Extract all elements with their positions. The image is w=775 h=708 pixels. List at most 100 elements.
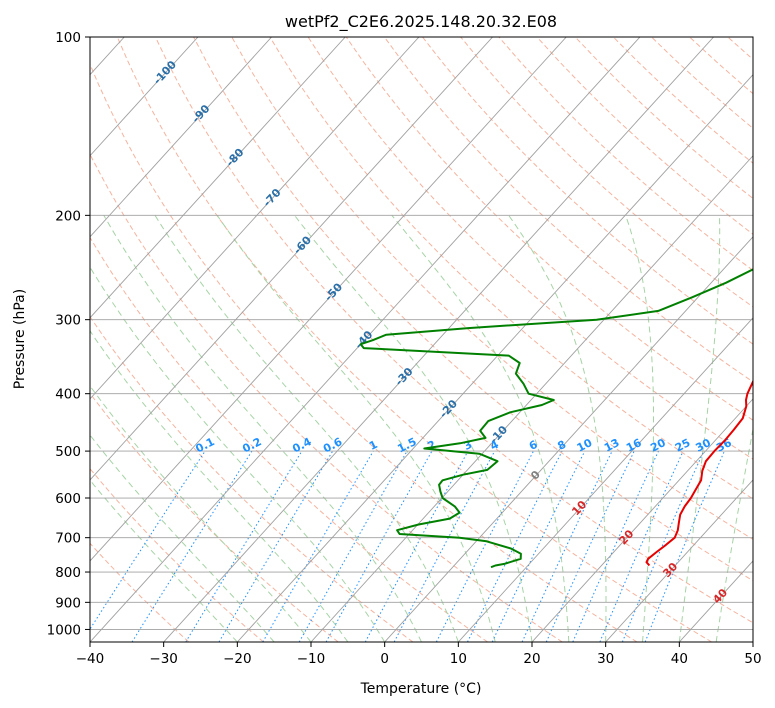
mixing-ratio-label: 0.2 [240, 435, 263, 455]
x-axis-label: Temperature (°C) [360, 681, 482, 697]
dry-adiabat [90, 467, 264, 642]
moist-adiabat [90, 266, 386, 642]
x-tick-label: 30 [597, 651, 614, 667]
y-axis-ticks: 100 200 300 400 500 600 700 800 900 1000 [47, 30, 90, 638]
x-tick-label: −40 [76, 651, 105, 667]
mixing-ratio-label: 1.5 [395, 435, 418, 455]
mixing-ratio-label: 0.4 [290, 435, 314, 456]
dry-adiabat [727, 37, 753, 61]
isotherm-line [384, 236, 753, 642]
mixing-ratio-label: 2 [425, 438, 438, 453]
x-tick-label: 20 [523, 651, 540, 667]
mixing-ratio-line [131, 450, 253, 642]
mixing-ratio-line [621, 450, 705, 642]
x-tick-label: 50 [744, 651, 761, 667]
temperature-profile-line [645, 379, 753, 567]
isotherm-line [90, 37, 420, 400]
mixing-ratio-line [467, 450, 563, 642]
isotherm-line [679, 560, 753, 642]
y-tick-label: 800 [55, 565, 81, 581]
dry-adiabat [116, 37, 712, 642]
dry-adiabat [612, 37, 753, 164]
plot-frame [89, 36, 754, 643]
mixing-ratio-line [644, 450, 725, 642]
dry-adiabat [231, 37, 753, 540]
x-tick-label: 10 [450, 651, 467, 667]
moist-adiabat [625, 215, 654, 642]
isotherm-line [90, 37, 567, 562]
dry-adiabat [90, 236, 488, 642]
plot-area: -100-90-80-70-60-50-40-30-20-10010203040… [90, 37, 753, 642]
mixing-ratio-label: 10 [575, 436, 595, 455]
mixing-ratio-label: 0.1 [193, 435, 216, 455]
y-tick-label: 100 [55, 30, 81, 46]
y-tick-label: 200 [55, 208, 81, 224]
dry-adiabat [422, 37, 753, 345]
x-tick-label: 0 [380, 651, 389, 667]
dry-adiabat [90, 153, 563, 642]
mixing-ratio-label: 36 [714, 436, 734, 455]
dewpoint-profile-line [359, 268, 753, 569]
mixing-ratio-label: 8 [555, 438, 568, 453]
isotherm-line [605, 479, 753, 642]
isotherm-line [90, 37, 493, 481]
dry-adiabat [193, 37, 753, 582]
moist-adiabat [90, 434, 275, 642]
x-tick-label: −20 [223, 651, 252, 667]
x-tick-label: −10 [297, 651, 326, 667]
dry-adiabat [460, 37, 753, 308]
isotherm-line [90, 37, 199, 157]
x-axis-ticks: −40 −30 −20 −10 0 10 20 30 40 50 [76, 642, 762, 667]
mixing-ratio-line [298, 450, 408, 642]
mixing-ratio-label: 16 [624, 436, 644, 455]
dry-adiabat [269, 37, 753, 500]
moist-adiabat [154, 215, 459, 642]
mixing-ratio-label: 30 [693, 436, 713, 455]
isotherm-line [458, 317, 753, 642]
y-tick-label: 700 [55, 531, 81, 547]
isotherm-line [752, 641, 753, 642]
dry-adiabat [383, 37, 753, 383]
profile-series [359, 268, 753, 569]
isotherm-line [90, 37, 272, 238]
isotherm-line [531, 398, 753, 642]
dry-adiabat [90, 63, 638, 642]
moist-adiabat [216, 215, 496, 642]
moist-adiabats [90, 214, 753, 642]
isotherm-line [90, 37, 346, 319]
moist-adiabat [90, 479, 238, 642]
mixing-ratio-label: 20 [648, 436, 668, 455]
dry-adiabat [90, 315, 414, 642]
isotherm-line [90, 37, 641, 642]
y-axis-label: Pressure (hPa) [12, 289, 28, 389]
moist-adiabat [90, 329, 349, 642]
moist-adiabat [678, 215, 721, 642]
mixing-ratio-line [364, 450, 469, 642]
dry-adiabat [90, 542, 190, 642]
y-tick-label: 400 [55, 387, 81, 403]
isotherm-line [237, 74, 753, 642]
isotherm-line [163, 37, 714, 642]
mixing-ratio-line [325, 450, 433, 642]
dry-adiabat [90, 392, 339, 642]
moist-adiabat [715, 426, 753, 642]
mixing-ratio-label: 25 [673, 436, 693, 455]
mixing-ratio-label: 0.6 [321, 435, 345, 456]
y-tick-label: 500 [55, 444, 81, 460]
y-tick-label: 600 [55, 491, 81, 507]
x-tick-label: 40 [671, 651, 688, 667]
mixing-ratio-line [572, 450, 659, 642]
isotherms [90, 37, 753, 642]
y-tick-label: 900 [55, 595, 81, 611]
moist-adiabat [391, 214, 570, 642]
dry-adiabat [307, 37, 753, 460]
chart-title: wetPf2_C2E6.2025.148.20.32.E08 [285, 12, 557, 32]
dry-adiabat [651, 37, 753, 129]
y-tick-label: 1000 [47, 622, 81, 638]
isotherm-line [310, 155, 753, 642]
dry-adiabats [90, 37, 753, 642]
isobars [90, 37, 753, 630]
x-tick-label: −30 [149, 651, 178, 667]
dry-adiabat [689, 37, 753, 95]
